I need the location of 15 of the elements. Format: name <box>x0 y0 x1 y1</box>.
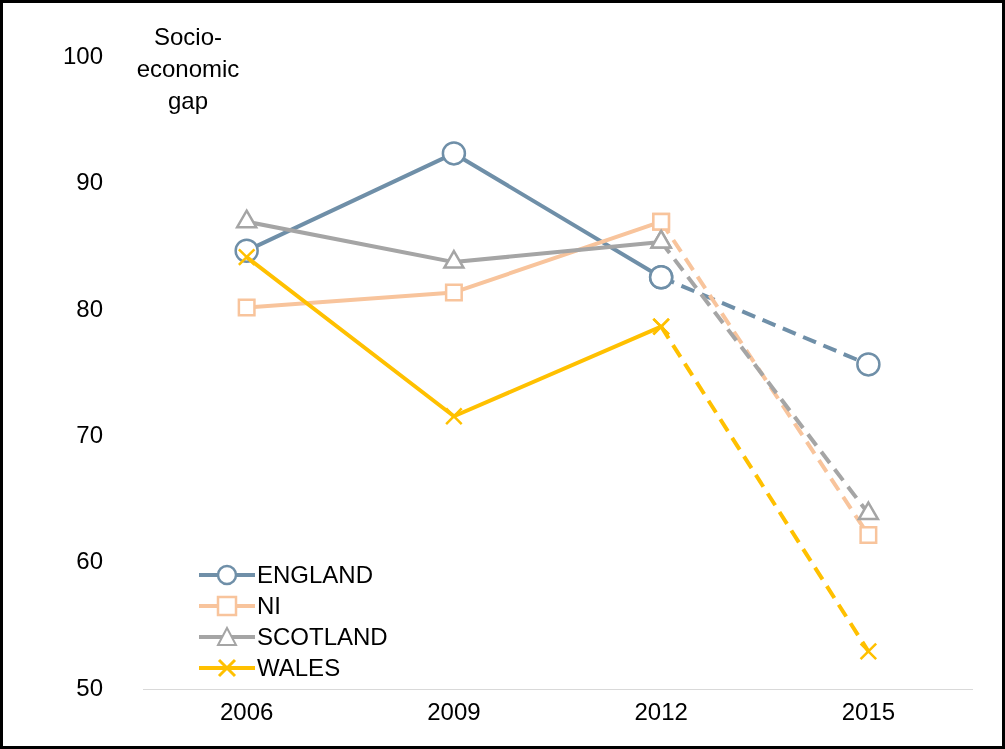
y-tick-label: 100 <box>63 42 104 70</box>
x-tick-label: 2012 <box>634 698 688 726</box>
legend-label: NI <box>257 591 281 620</box>
y-tick-label: 80 <box>76 294 104 322</box>
legend-label: SCOTLAND <box>257 622 388 651</box>
x-tick-label: 2015 <box>841 698 896 726</box>
y-tick-label: 60 <box>76 547 104 575</box>
y-tick-label: 50 <box>76 673 104 701</box>
legend-label: ENGLAND <box>257 560 374 589</box>
x-tick-label: 2009 <box>427 698 481 726</box>
y-axis-title: Socio-economic gap <box>135 22 241 116</box>
legend-label: WALES <box>257 653 341 682</box>
y-tick-label: 90 <box>76 168 104 196</box>
y-tick-label: 70 <box>76 421 104 449</box>
x-tick-label: 2006 <box>219 698 274 726</box>
